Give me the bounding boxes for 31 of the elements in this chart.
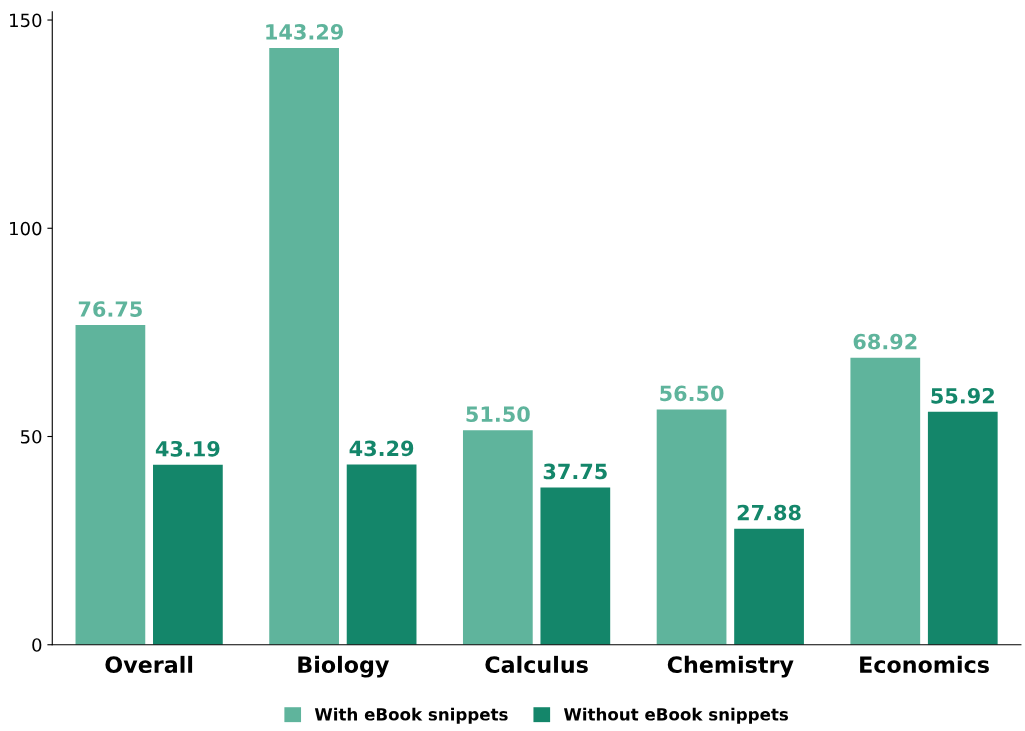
- bar: [850, 357, 921, 645]
- data-label: 43.29: [349, 440, 414, 457]
- bar: [75, 325, 146, 645]
- data-label: 68.92: [853, 333, 917, 350]
- y-tick-label: 0: [32, 638, 42, 652]
- bar: [656, 409, 727, 645]
- data-label: 143.29: [266, 24, 343, 40]
- bar: [346, 464, 417, 645]
- bar: [540, 487, 611, 645]
- data-label: 43.19: [155, 440, 220, 457]
- data-label: 56.50: [660, 385, 724, 402]
- bar: [927, 411, 998, 645]
- bar: [462, 430, 533, 645]
- x-tick-label: Biology: [298, 655, 390, 678]
- y-tick-label: 150: [10, 13, 42, 28]
- bar: [269, 47, 339, 645]
- y-tick-label: 50: [20, 429, 42, 444]
- x-tick-label: Chemistry: [667, 655, 794, 678]
- y-tick-label: 100: [10, 221, 42, 236]
- bar: [153, 464, 223, 645]
- legend-label: Without eBook snippets: [563, 707, 789, 724]
- legend-label: With eBook snippets: [314, 707, 508, 724]
- x-tick-label: Overall: [105, 655, 193, 674]
- data-label: 51.50: [466, 406, 530, 423]
- x-tick-label: Calculus: [485, 655, 588, 674]
- bar: [734, 528, 804, 645]
- data-label: 55.92: [931, 387, 994, 404]
- data-label: 27.88: [737, 504, 801, 521]
- data-label: 37.75: [543, 463, 607, 480]
- data-label: 76.75: [78, 301, 142, 317]
- x-tick-label: Economics: [860, 655, 989, 674]
